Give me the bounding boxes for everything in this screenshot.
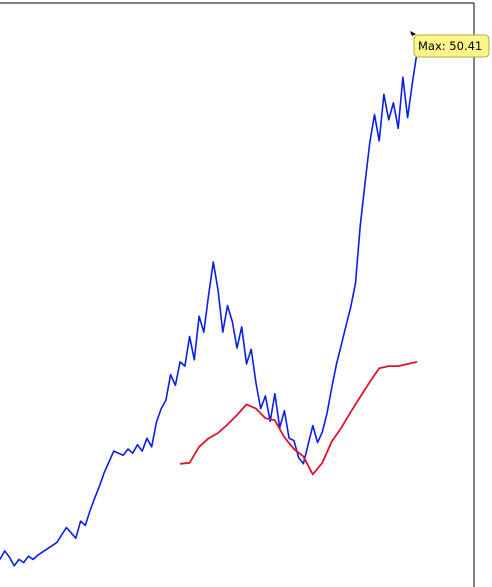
tooltip-pointer-icon [410, 31, 416, 36]
tooltip-box [413, 34, 490, 58]
max-tooltip: Max: 50.41 [410, 31, 490, 58]
series-line-2 [180, 361, 418, 476]
tooltip-label: Max: 50.41 [418, 39, 482, 53]
series-layer [0, 51, 418, 567]
series-line-1 [0, 51, 418, 567]
